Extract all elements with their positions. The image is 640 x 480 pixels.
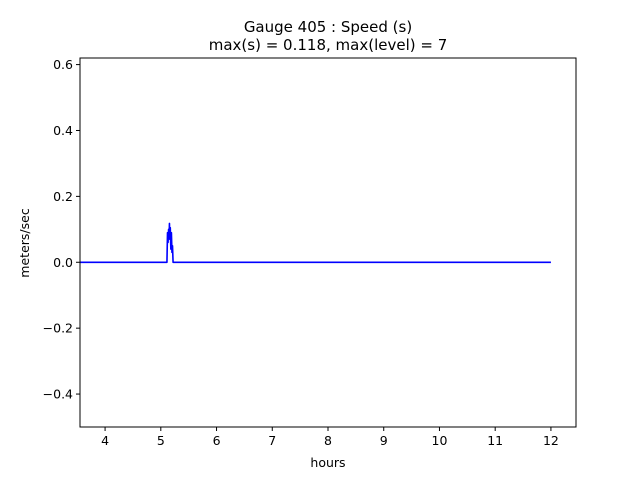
x-tick-label: 7 xyxy=(268,433,276,448)
x-tick-label: 10 xyxy=(432,433,448,448)
x-tick-label: 5 xyxy=(157,433,165,448)
x-axis-label: hours xyxy=(310,455,345,470)
y-tick-label: −0.2 xyxy=(43,321,73,336)
y-tick-label: 0.2 xyxy=(53,189,73,204)
y-tick-label: 0.6 xyxy=(53,57,73,72)
chart-title: Gauge 405 : Speed (s) xyxy=(244,18,412,36)
y-tick-label: 0.4 xyxy=(53,123,73,138)
x-tick-label: 6 xyxy=(213,433,221,448)
x-tick-label: 4 xyxy=(101,433,109,448)
plot-frame xyxy=(79,57,577,428)
y-tick-label: −0.4 xyxy=(43,387,73,402)
y-axis-label: meters/sec xyxy=(17,208,32,278)
y-tick-label: 0.0 xyxy=(53,255,73,270)
series-line xyxy=(80,222,551,264)
x-tick-label: 8 xyxy=(324,433,332,448)
x-tick-label: 12 xyxy=(543,433,559,448)
chart-subtitle: max(s) = 0.118, max(level) = 7 xyxy=(209,36,447,54)
x-tick-label: 11 xyxy=(487,433,503,448)
x-tick-label: 9 xyxy=(380,433,388,448)
